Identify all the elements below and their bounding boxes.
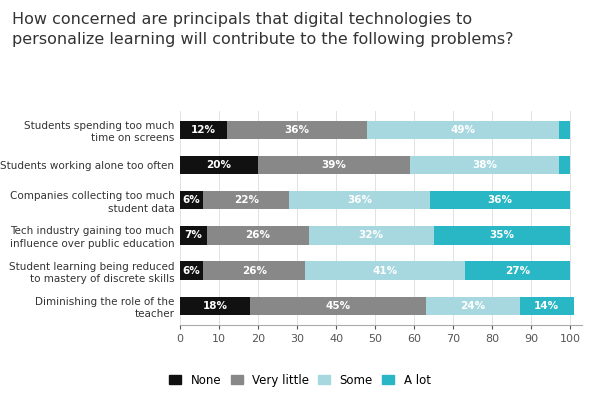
- Text: 22%: 22%: [234, 195, 259, 205]
- Bar: [410, 156, 559, 174]
- Bar: [559, 156, 570, 174]
- Text: 12%: 12%: [191, 125, 216, 135]
- Bar: [208, 226, 309, 245]
- Legend: None, Very little, Some, A lot: None, Very little, Some, A lot: [166, 370, 434, 390]
- Bar: [180, 121, 227, 139]
- Text: 36%: 36%: [488, 195, 512, 205]
- Bar: [289, 191, 430, 209]
- Text: 6%: 6%: [183, 195, 200, 205]
- Bar: [367, 121, 559, 139]
- Text: 26%: 26%: [245, 230, 271, 240]
- Bar: [180, 261, 203, 280]
- Text: 35%: 35%: [490, 230, 514, 240]
- Bar: [250, 297, 426, 315]
- Text: 45%: 45%: [326, 301, 350, 311]
- Text: 18%: 18%: [203, 301, 227, 311]
- Bar: [203, 191, 289, 209]
- Bar: [203, 261, 305, 280]
- Bar: [434, 226, 570, 245]
- Bar: [180, 226, 208, 245]
- Text: 26%: 26%: [242, 266, 266, 276]
- Text: How concerned are principals that digital technologies to
personalize learning w: How concerned are principals that digita…: [12, 12, 514, 47]
- Bar: [180, 297, 250, 315]
- Bar: [559, 121, 570, 139]
- Text: 24%: 24%: [460, 301, 485, 311]
- Bar: [309, 226, 434, 245]
- Bar: [465, 261, 570, 280]
- Bar: [180, 191, 203, 209]
- Text: 20%: 20%: [206, 160, 232, 170]
- Bar: [227, 121, 367, 139]
- Bar: [426, 297, 520, 315]
- Text: 36%: 36%: [347, 195, 372, 205]
- Text: 27%: 27%: [505, 266, 530, 276]
- Text: 7%: 7%: [185, 230, 203, 240]
- Text: 14%: 14%: [535, 301, 559, 311]
- Text: 41%: 41%: [373, 266, 397, 276]
- Bar: [180, 156, 258, 174]
- Text: 49%: 49%: [451, 125, 475, 135]
- Text: 32%: 32%: [359, 230, 384, 240]
- Bar: [258, 156, 410, 174]
- Bar: [430, 191, 570, 209]
- Bar: [305, 261, 465, 280]
- Bar: [520, 297, 574, 315]
- Text: 6%: 6%: [183, 266, 200, 276]
- Text: 36%: 36%: [284, 125, 310, 135]
- Text: 39%: 39%: [322, 160, 347, 170]
- Text: 38%: 38%: [472, 160, 497, 170]
